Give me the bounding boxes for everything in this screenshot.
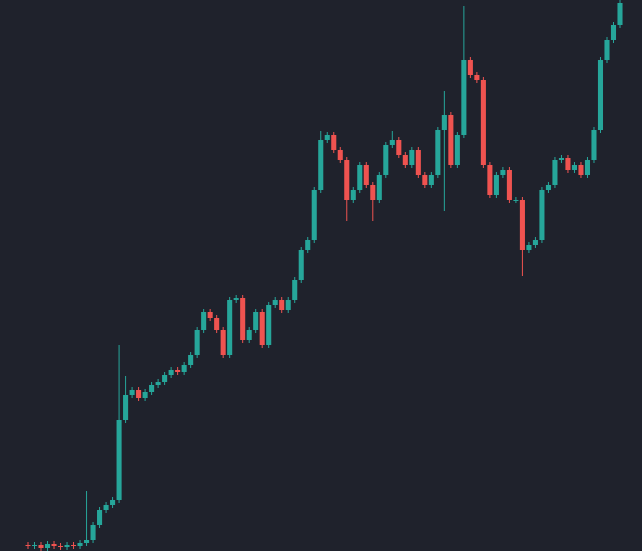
- candle-body: [311, 190, 317, 240]
- candle-body: [181, 365, 187, 372]
- candle-body: [272, 300, 278, 305]
- candle-body: [591, 130, 597, 160]
- candle-body: [422, 175, 428, 185]
- candle-body: [493, 175, 499, 195]
- candle-body: [461, 60, 467, 135]
- candle-body: [597, 60, 604, 130]
- candle-body: [279, 300, 285, 310]
- candle-body: [188, 355, 194, 365]
- candle-body: [370, 185, 376, 200]
- candle-body: [610, 25, 617, 40]
- candle-body: [240, 298, 246, 340]
- candle-body: [344, 160, 350, 200]
- candle-body: [409, 150, 415, 165]
- candle-body: [545, 185, 551, 190]
- candle-body: [448, 115, 454, 165]
- candle-body: [350, 190, 356, 200]
- candle-body: [201, 312, 207, 330]
- candle-body: [207, 312, 213, 318]
- candle-body: [552, 160, 558, 185]
- candle-body: [64, 545, 70, 547]
- candle-body: [38, 545, 44, 548]
- candle-body: [578, 165, 584, 175]
- candle-body: [415, 150, 421, 175]
- candle-body: [519, 200, 525, 250]
- candle-body: [84, 540, 90, 543]
- candle-body: [194, 330, 200, 355]
- candle-body: [467, 60, 473, 75]
- candle-body: [318, 140, 324, 190]
- candle-body: [389, 140, 395, 145]
- candle-body: [617, 3, 623, 25]
- candle-body: [214, 318, 220, 330]
- candle-body: [71, 545, 77, 546]
- candle-body: [487, 165, 493, 195]
- candle-body: [435, 130, 441, 175]
- candle-body: [253, 312, 259, 330]
- candle-body: [31, 545, 38, 546]
- candle-body: [162, 375, 168, 382]
- candle-body: [220, 330, 226, 355]
- candle-body: [454, 135, 460, 165]
- candle-body: [97, 510, 103, 525]
- candle-body: [227, 300, 233, 355]
- candle-body: [136, 390, 142, 398]
- candle-body: [558, 158, 564, 160]
- candle-body: [474, 75, 480, 80]
- candle-body: [337, 150, 343, 160]
- candle-body: [396, 140, 402, 155]
- candle-body: [324, 135, 330, 140]
- candle-body: [402, 155, 408, 165]
- candle-body: [110, 500, 116, 505]
- candle-body: [363, 165, 369, 185]
- candle-body: [233, 298, 239, 300]
- candle-body: [428, 175, 434, 185]
- candle-body: [526, 245, 532, 250]
- candle-body: [584, 160, 591, 175]
- candle-body: [604, 40, 610, 60]
- candle-body: [357, 165, 363, 190]
- candle-body: [57, 546, 64, 547]
- candle-body: [266, 305, 272, 345]
- candle-body: [532, 240, 538, 245]
- candle-body: [539, 190, 545, 240]
- candle-body: [292, 280, 298, 300]
- candle-body: [513, 200, 519, 201]
- candle-body: [383, 145, 389, 175]
- candle-body: [129, 390, 135, 395]
- candle-body: [149, 385, 155, 392]
- candle-body: [305, 240, 311, 250]
- candle-body: [77, 543, 83, 546]
- candle-body: [123, 395, 129, 420]
- candle-body: [565, 158, 571, 170]
- candle-body: [506, 170, 512, 200]
- candle-body: [44, 544, 51, 548]
- candle-body: [441, 115, 447, 130]
- candle-body: [51, 544, 57, 546]
- candle-body: [259, 312, 265, 345]
- candle-body: [116, 420, 122, 500]
- candle-body: [285, 300, 291, 310]
- candle-body: [480, 80, 486, 165]
- candle-body: [25, 545, 31, 546]
- candle-body: [168, 370, 174, 375]
- candle-body: [103, 505, 109, 510]
- candle-body: [500, 170, 506, 175]
- candle-body: [298, 250, 304, 280]
- candle-body: [90, 525, 96, 540]
- candle-body: [246, 330, 252, 340]
- candle-body: [142, 392, 148, 398]
- candle-body: [376, 175, 382, 200]
- candle-body: [175, 370, 181, 372]
- candle-body: [571, 165, 577, 170]
- candle-body: [155, 382, 161, 385]
- candle-body: [331, 135, 337, 150]
